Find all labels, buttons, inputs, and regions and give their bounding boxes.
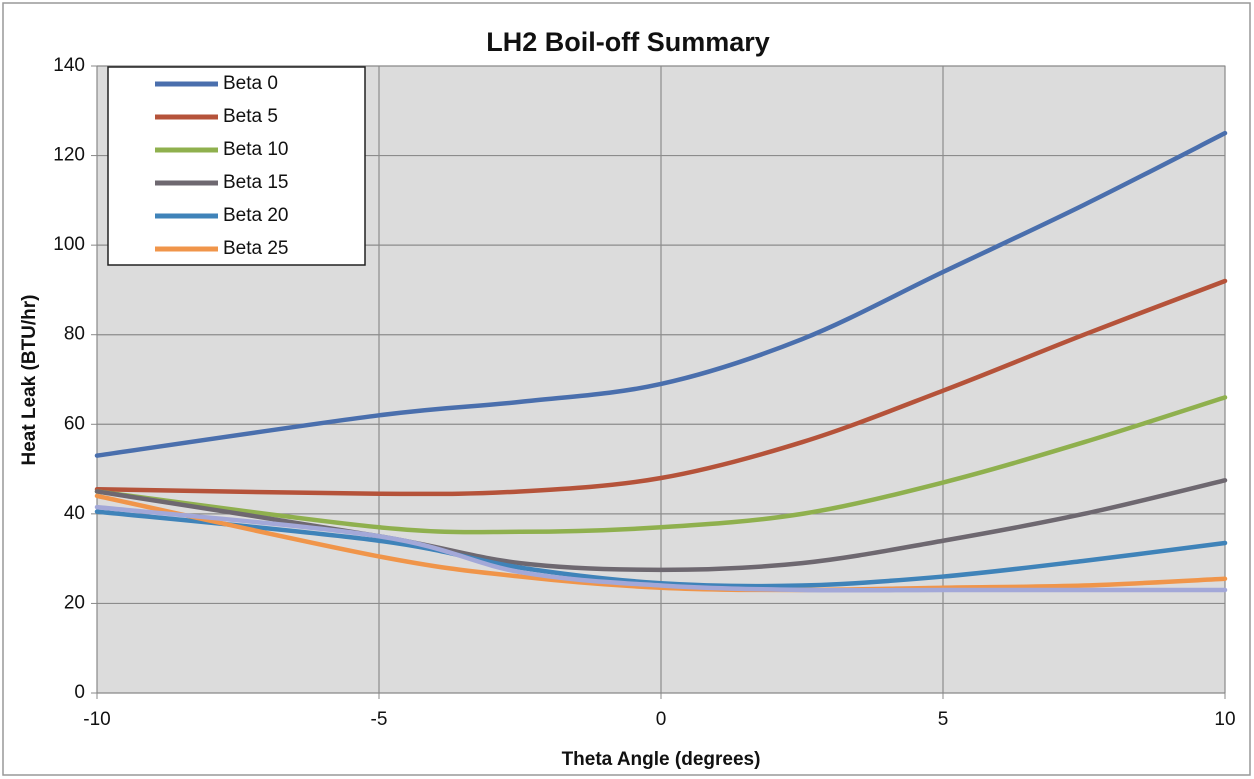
chart-title: LH2 Boil-off Summary	[486, 27, 770, 57]
legend-label: Beta 5	[223, 106, 278, 127]
x-tick-label: 0	[656, 709, 667, 730]
legend-label: Beta 20	[223, 205, 289, 226]
legend-label: Beta 25	[223, 238, 289, 259]
y-tick-label: 140	[53, 55, 85, 76]
x-axis-label: Theta Angle (degrees)	[562, 749, 761, 770]
series-line	[94, 130, 1228, 458]
y-tick-label: 40	[64, 503, 85, 524]
y-tick-label: 120	[53, 145, 85, 166]
series-line	[94, 278, 1228, 497]
x-tick-label: -5	[371, 709, 388, 730]
y-tick-label: 100	[53, 234, 85, 255]
legend-label: Beta 10	[223, 139, 289, 160]
x-tick-label: -10	[83, 709, 110, 730]
y-tick-label: 0	[74, 682, 85, 703]
x-tick-label: 5	[938, 709, 949, 730]
y-tick-label: 60	[64, 413, 85, 434]
plot-border	[96, 65, 1226, 694]
x-tick-label: 10	[1214, 709, 1235, 730]
legend-label: Beta 15	[223, 172, 289, 193]
y-tick-label: 80	[64, 324, 85, 345]
legend-label: Beta 0	[223, 73, 278, 94]
y-axis-label: Heat Leak (BTU/hr)	[19, 294, 40, 465]
y-tick-label: 20	[64, 592, 85, 613]
series-line	[94, 504, 1228, 593]
legend-box	[107, 66, 366, 266]
series-line	[94, 395, 1228, 535]
